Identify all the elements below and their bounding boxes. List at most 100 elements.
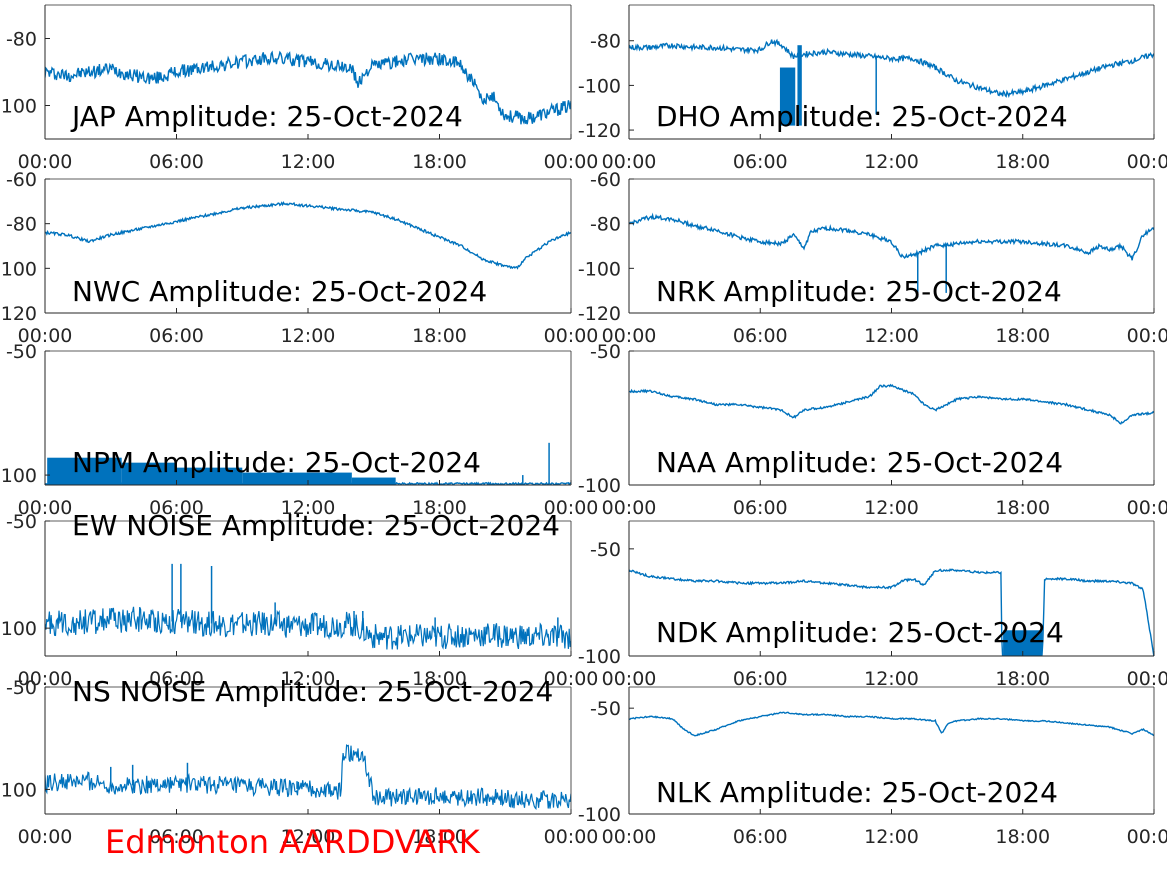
x-tick-label: 06:00 (733, 325, 788, 347)
plot-area (45, 200, 571, 270)
panel-7: -50 100 00:00 06:00 12:00 18:00 00:00 EW NOISE … (1, 509, 599, 690)
x-tick-label: 00:00 (544, 826, 599, 848)
fill-block (797, 45, 802, 126)
y-tick-label: -100 (578, 475, 621, 497)
plot-area (45, 563, 571, 650)
panel-title: NDK Amplitude: 25-Oct-2024 (656, 616, 1064, 649)
y-tick-label: -50 (6, 677, 37, 699)
panel-9: -50 100 00:00 06:00 12:00 18:00 00:00 NS NOISE … (1, 675, 599, 848)
plot-area (45, 744, 571, 810)
series-line (45, 606, 571, 650)
y-tick-label: -50 (590, 698, 621, 720)
panel-title: NLK Amplitude: 25-Oct-2024 (656, 776, 1058, 809)
x-tick-label: 06:00 (733, 826, 788, 848)
x-tick-label: 06:00 (149, 151, 204, 173)
x-tick-label: 00:00 (602, 325, 657, 347)
series-line (45, 50, 571, 125)
x-tick-label: 06:00 (149, 325, 204, 347)
y-tick-label: -60 (590, 169, 621, 191)
plot-area (45, 442, 571, 485)
x-tick-label: 12:00 (281, 151, 336, 173)
x-tick-label: 12:00 (864, 325, 919, 347)
plot-area (629, 212, 1154, 298)
x-tick-label: 18:00 (995, 826, 1050, 848)
plot-area (629, 383, 1154, 425)
y-tick-label: 100 (1, 779, 37, 801)
panel-2: -80 -100 -120 00:00 06:00 12:00 18:00 00:00 DHO … (578, 4, 1167, 173)
x-tick-label: 00:00 (18, 826, 73, 848)
series-line (629, 38, 1154, 98)
x-tick-label: 18:00 (995, 325, 1050, 347)
x-tick-label: 06:00 (733, 497, 788, 519)
y-tick-label: -50 (590, 539, 621, 561)
y-tick-label: -80 (590, 214, 621, 236)
series-line (629, 711, 1154, 737)
x-tick-label: 00:00 (544, 151, 599, 173)
x-tick-label: 12:00 (281, 668, 336, 690)
panel-title: NAA Amplitude: 25-Oct-2024 (656, 446, 1063, 479)
y-tick-label: -80 (6, 29, 37, 51)
series-line (629, 212, 1154, 261)
x-tick-label: 00:00 (18, 497, 73, 519)
panel-title: JAP Amplitude: 25-Oct-2024 (70, 100, 463, 133)
plot-area (629, 38, 1154, 126)
x-tick-label: 18:00 (995, 151, 1050, 173)
panel-title: NWC Amplitude: 25-Oct-2024 (72, 275, 487, 308)
x-tick-label: 00:00 (1127, 826, 1167, 848)
x-tick-label: 00:00 (602, 668, 657, 690)
y-tick-label: -80 (590, 31, 621, 53)
x-tick-label: 00:00 (602, 497, 657, 519)
x-tick-label: 18:00 (412, 826, 467, 848)
x-tick-label: 06:00 (733, 151, 788, 173)
x-tick-label: 06:00 (149, 826, 204, 848)
x-tick-label: 00:00 (1127, 325, 1167, 347)
series-line (629, 568, 1154, 656)
x-tick-label: 12:00 (864, 151, 919, 173)
panel-4: -60-80-100-12000:0006:0012:0018:0000:00N… (578, 169, 1167, 347)
fill-block (47, 457, 122, 485)
y-tick-label: 100 (1, 618, 37, 640)
x-tick-label: 06:00 (149, 497, 204, 519)
x-tick-label: 00:00 (544, 497, 599, 519)
x-tick-label: 00:00 (18, 668, 73, 690)
x-tick-label: 18:00 (412, 325, 467, 347)
y-tick-label: -100 (578, 804, 621, 826)
y-tick-label: -50 (6, 341, 37, 363)
x-tick-label: 18:00 (412, 151, 467, 173)
x-tick-label: 00:00 (18, 325, 73, 347)
x-tick-label: 12:00 (281, 497, 336, 519)
x-tick-label: 00:00 (18, 151, 73, 173)
y-tick-label: -60 (6, 169, 37, 191)
plot-area (45, 50, 571, 125)
x-tick-label: 06:00 (733, 668, 788, 690)
y-tick-label: 120 (1, 303, 37, 325)
panel-title: DHO Amplitude: 25-Oct-2024 (656, 100, 1068, 133)
x-tick-label: 00:00 (1127, 151, 1167, 173)
x-tick-label: 00:00 (1127, 668, 1167, 690)
panel-title: EW NOISE Amplitude: 25-Oct-2024 (72, 509, 560, 542)
panel-title: NS NOISE Amplitude: 25-Oct-2024 (72, 675, 553, 708)
series-line (45, 200, 571, 270)
y-tick-label: -120 (578, 303, 621, 325)
fill-block (121, 462, 177, 485)
series-line (45, 744, 571, 810)
plot-area (629, 711, 1154, 737)
x-tick-label: 12:00 (281, 826, 336, 848)
x-tick-label: 12:00 (864, 668, 919, 690)
y-tick-label: 100 (1, 96, 37, 118)
x-tick-label: 00:00 (544, 668, 599, 690)
series-line (629, 383, 1154, 425)
y-tick-label: -100 (578, 75, 621, 97)
x-tick-label: 00:00 (602, 151, 657, 173)
fill-block (176, 467, 243, 485)
panel-title: NPM Amplitude: 25-Oct-2024 (72, 446, 481, 479)
x-tick-label: 12:00 (864, 826, 919, 848)
x-tick-label: 00:00 (602, 826, 657, 848)
y-tick-label: -50 (590, 341, 621, 363)
x-tick-label: 12:00 (281, 325, 336, 347)
fill-block (242, 472, 352, 485)
